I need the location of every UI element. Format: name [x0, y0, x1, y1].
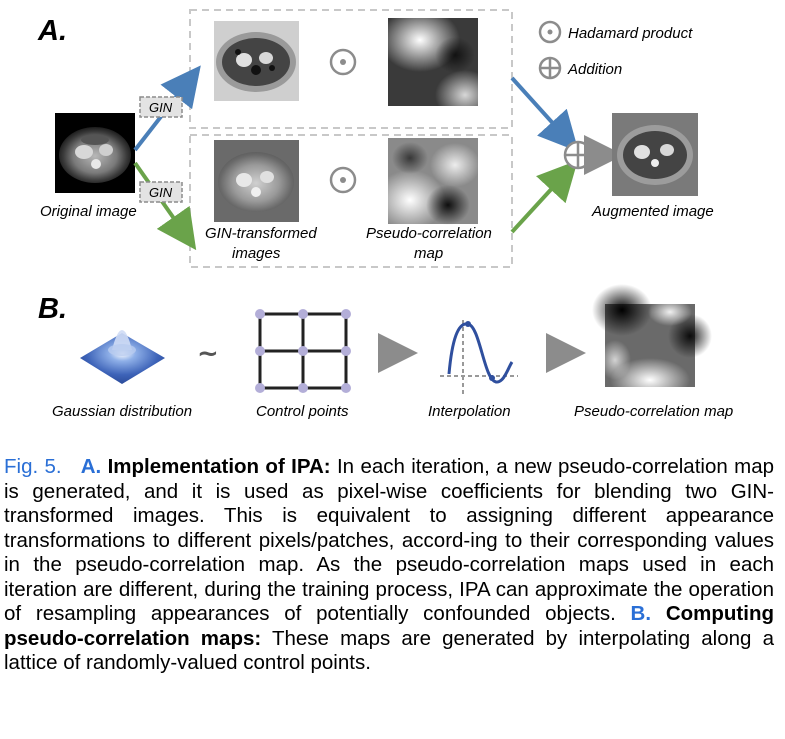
- gaussian-surface: [80, 330, 165, 384]
- bottom-dashed-box: [189, 134, 513, 268]
- svg-text:GIN: GIN: [149, 100, 173, 115]
- interpolation-label: Interpolation: [428, 403, 511, 420]
- pseudo-map-b-label: Pseudo-correlation map: [574, 403, 733, 420]
- tilde-symbol: ~: [197, 339, 219, 369]
- pseudo-map-label-line1: Pseudo-correlation: [366, 225, 492, 242]
- pseudo-map-bottom: [375, 138, 480, 230]
- legend-addition: Addition: [538, 56, 622, 80]
- augmented-image: [612, 113, 698, 196]
- figure-caption: Fig. 5. A. Implementation of IPA: In eac…: [4, 455, 774, 676]
- svg-text:Hadamard product: Hadamard product: [568, 25, 693, 42]
- control-point-dots: [255, 309, 351, 393]
- blue-arrow-to-addition: [510, 76, 579, 152]
- panel-a-label: A.: [37, 15, 67, 47]
- caption-fig-number: Fig. 5.: [4, 455, 62, 478]
- gin-box-top: GIN: [139, 96, 183, 118]
- hadamard-op-top: [329, 48, 357, 76]
- caption-a-label: A.: [80, 455, 102, 478]
- pseudo-map-b: [592, 284, 712, 402]
- gin-transformed-label-line1: GIN-transformed: [205, 225, 317, 242]
- addition-op: [563, 140, 593, 170]
- augmented-image-label: Augmented image: [591, 203, 714, 220]
- caption-b-title: Computing pseudo-correlation maps:: [4, 602, 774, 650]
- control-points-label: Control points: [256, 403, 349, 420]
- caption-b-label: B.: [630, 602, 652, 625]
- svg-text:Addition: Addition: [567, 61, 622, 78]
- legend-hadamard: Hadamard product: [538, 20, 693, 44]
- hadamard-op-bottom: [329, 166, 357, 194]
- green-arrow-to-addition: [510, 160, 578, 234]
- original-ct-image: [55, 113, 135, 193]
- gin-image-top: [214, 21, 299, 101]
- interpolation-plot: [440, 320, 518, 395]
- caption-b-text: These maps are generated by interpolatin…: [4, 626, 774, 675]
- pseudo-map-label-line2: map: [414, 245, 443, 262]
- svg-text:GIN: GIN: [149, 185, 173, 200]
- gaussian-label: Gaussian distribution: [52, 403, 192, 420]
- gin-transformed-label-line2: images: [232, 245, 281, 262]
- figure: A. B. Original image GIN GIN: [37, 8, 733, 420]
- gin-image-bottom: [214, 140, 299, 222]
- caption-a-text: In each iteration, a new pseudo-correlat…: [4, 455, 774, 625]
- panel-b-label: B.: [38, 293, 67, 325]
- pseudo-map-top: [380, 8, 495, 120]
- gin-box-bottom: GIN: [139, 181, 183, 203]
- original-image-label: Original image: [40, 203, 137, 220]
- caption-a-title: Implementation of IPA:: [107, 455, 331, 478]
